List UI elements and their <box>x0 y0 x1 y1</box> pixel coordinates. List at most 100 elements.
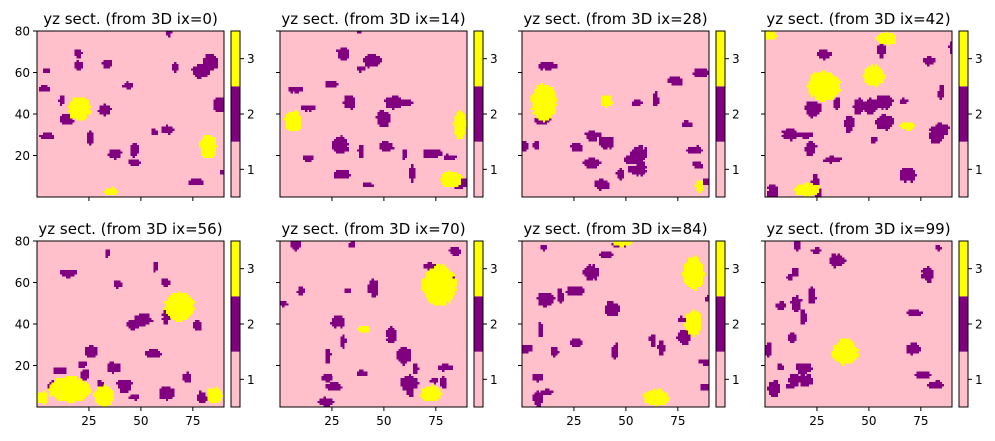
heatmap-cell <box>213 103 225 106</box>
heatmap-cell <box>854 103 893 106</box>
heatmap-cell <box>82 377 88 381</box>
heatmap-cell <box>939 84 944 88</box>
heatmap-cell <box>920 270 934 273</box>
heatmap-cell <box>841 363 845 366</box>
heatmap-cell <box>358 155 364 158</box>
subplot-title: yz sect. (from 3D ix=14) <box>281 10 465 28</box>
heatmap-cell <box>532 396 544 400</box>
heatmap-cell <box>128 396 140 400</box>
heatmap-cell <box>935 247 942 250</box>
heatmap-cell <box>688 147 701 150</box>
heatmap-cell <box>522 145 529 148</box>
heatmap-cell <box>363 57 383 61</box>
heatmap-cell <box>385 332 397 335</box>
heatmap-cell <box>381 140 389 144</box>
heatmap-cell <box>594 180 608 183</box>
heatmap-cell <box>444 155 457 158</box>
heatmap-cell <box>532 377 544 381</box>
heatmap-cell <box>138 313 150 317</box>
heatmap-cell <box>800 311 805 314</box>
heatmap-cell <box>609 147 612 150</box>
heatmap-cell <box>833 101 841 104</box>
heatmap-cell <box>371 292 378 296</box>
heatmap-cell <box>408 373 412 377</box>
heatmap-cell <box>906 344 920 348</box>
heatmap-cell <box>810 249 822 252</box>
heatmap-cell <box>839 338 851 341</box>
heatmap-cell <box>846 118 855 121</box>
heatmap-cell <box>207 394 225 397</box>
heatmap-cell <box>804 107 822 111</box>
heatmap-cell <box>124 82 133 86</box>
heatmap-cell <box>557 292 564 296</box>
heatmap-cell <box>538 303 552 306</box>
heatmap-cell <box>598 140 614 144</box>
heatmap-cell <box>765 35 778 38</box>
heatmap-cell <box>692 309 695 312</box>
heatmap-cell <box>402 363 405 366</box>
heatmap-cell <box>358 330 370 333</box>
colorbar-tick-label: 3 <box>490 52 498 66</box>
heatmap-cell <box>367 288 378 292</box>
heatmap-cell <box>444 184 459 187</box>
heatmap-cell <box>379 109 385 113</box>
heatmap-cell <box>846 126 853 129</box>
heatmap-cell <box>530 99 558 102</box>
heatmap-cell <box>808 292 816 296</box>
subplot-5: yz sect. (from 3D ix=56) 20 40 60 80 25 50 75 1 2… <box>15 220 255 428</box>
heatmap-cell <box>544 388 550 391</box>
x-tick-label: 25 <box>81 414 96 428</box>
heatmap-cell <box>864 78 884 82</box>
heatmap-cell <box>163 284 169 287</box>
heatmap-cell <box>929 382 942 385</box>
heatmap-cell <box>49 386 90 389</box>
heatmap-cell <box>172 66 179 69</box>
heatmap-cell <box>634 99 641 102</box>
heatmap-cell <box>130 147 140 150</box>
heatmap-cell <box>323 396 327 400</box>
heatmap-cell <box>704 299 710 302</box>
heatmap-cell <box>165 303 194 306</box>
heatmap-cell <box>833 105 841 109</box>
heatmap-cell <box>814 95 836 98</box>
heatmap-cell <box>686 328 701 331</box>
heatmap-cell <box>182 373 192 377</box>
colorbar-segment-2 <box>474 86 483 142</box>
x-tick-label: 50 <box>618 414 633 428</box>
heatmap-cell <box>812 174 818 177</box>
heatmap-cell <box>290 245 302 248</box>
heatmap-cell <box>340 57 347 61</box>
heatmap-cell <box>408 167 416 171</box>
heatmap-cell <box>88 130 92 133</box>
heatmap-cell <box>812 182 820 185</box>
x-tick-label: 25 <box>809 414 824 428</box>
heatmap-cell <box>810 74 834 77</box>
heatmap-cell <box>209 400 221 404</box>
heatmap-cell <box>679 330 689 333</box>
heatmap-cell <box>588 157 596 160</box>
heatmap-cell <box>877 35 897 38</box>
heatmap-cell <box>810 116 814 119</box>
heatmap-cell <box>794 241 801 244</box>
heatmap-cell <box>219 172 225 175</box>
heatmap-cell <box>681 274 706 277</box>
heatmap-cell <box>400 346 408 350</box>
heatmap-cell <box>598 138 614 142</box>
heatmap-cell <box>538 334 544 337</box>
heatmap-cell <box>698 190 701 194</box>
heatmap-cell <box>205 55 216 59</box>
heatmap-cell <box>702 180 710 183</box>
heatmap-cell <box>937 95 944 98</box>
heatmap-cell <box>659 353 664 356</box>
heatmap-cell <box>122 84 133 88</box>
heatmap-cell <box>145 353 162 356</box>
heatmap-cell <box>582 270 600 273</box>
heatmap-cell <box>846 130 851 133</box>
heatmap-cell <box>97 384 104 387</box>
heatmap-cell <box>371 294 376 298</box>
heatmap-cell <box>619 178 623 181</box>
heatmap-cell <box>684 263 704 267</box>
heatmap-cell <box>677 319 687 323</box>
heatmap-cell <box>696 188 704 192</box>
heatmap-cell <box>344 103 356 106</box>
